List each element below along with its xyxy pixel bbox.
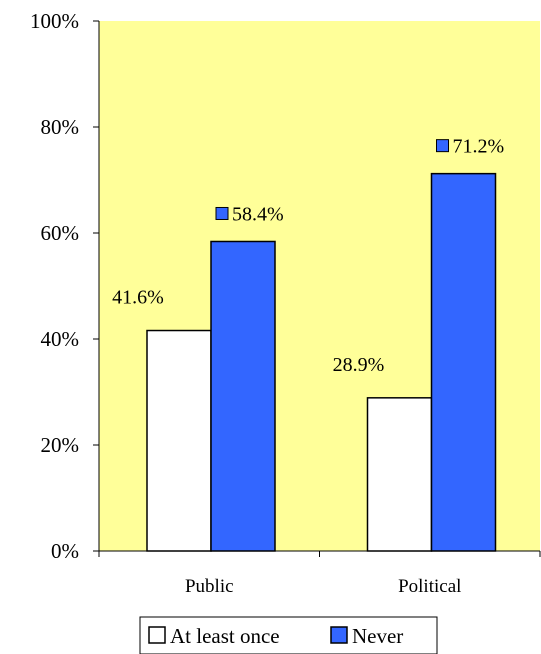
y-tick-label: 40%	[41, 327, 80, 351]
legend-box	[139, 616, 438, 654]
legend-label: At least once	[170, 624, 280, 648]
data-label: 58.4%	[232, 203, 284, 225]
data-labels: 41.6% 58.4% 28.9% 71.2%	[112, 136, 504, 376]
legend-swatch	[148, 626, 166, 644]
y-tick-label: 80%	[41, 115, 80, 139]
legend-swatch	[330, 626, 348, 644]
y-tick-label: 0%	[51, 539, 79, 563]
data-label-legend-key	[436, 139, 449, 153]
bars	[146, 172, 497, 552]
y-tick-label: 60%	[41, 221, 80, 245]
y-tick-label: 20%	[41, 433, 80, 457]
y-tick-label: 100%	[30, 9, 79, 33]
legend: At least once Never	[139, 616, 438, 654]
bar-at-least-once-political	[366, 397, 433, 552]
data-label: 28.9%	[333, 354, 385, 376]
data-label-legend-key	[215, 206, 229, 220]
legend-label: Never	[352, 624, 403, 648]
x-axis-ticks: Public Political	[98, 551, 541, 597]
data-label: 41.6%	[112, 287, 164, 309]
x-tick-label: Public	[185, 576, 234, 597]
y-axis-ticks: 0% 20% 40% 60% 80% 100%	[30, 9, 99, 563]
x-tick-label: Political	[398, 576, 461, 597]
bar-never-political	[430, 172, 497, 552]
bar-never-public	[210, 240, 276, 552]
bar-at-least-once-public	[146, 329, 212, 552]
data-label: 71.2%	[453, 136, 505, 158]
